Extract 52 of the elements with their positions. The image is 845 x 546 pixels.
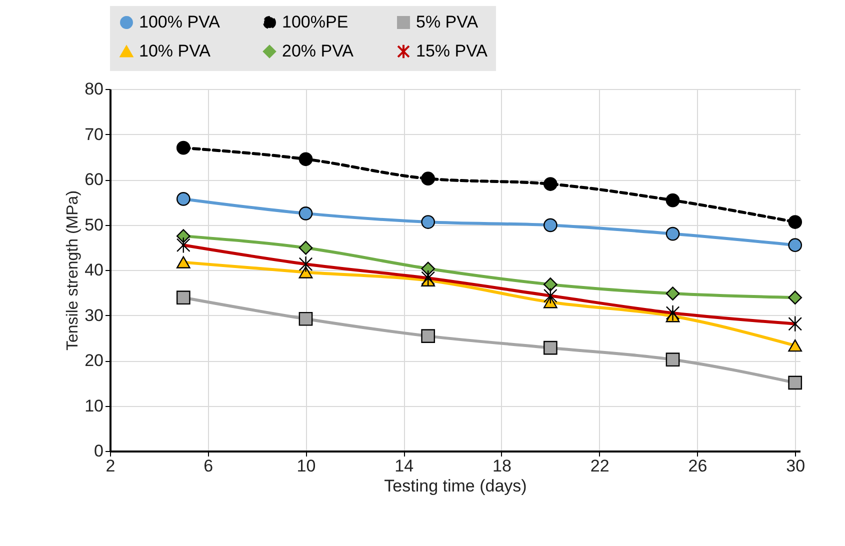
point — [788, 238, 802, 252]
x-tick-label: 26 — [688, 456, 708, 476]
point — [298, 266, 313, 278]
point — [176, 290, 190, 305]
point — [298, 206, 313, 220]
legend-label: 100%PE — [282, 12, 348, 32]
point — [788, 339, 802, 352]
point — [176, 192, 190, 206]
point — [298, 152, 313, 166]
legend-label: 20% PVA — [282, 42, 354, 60]
point — [176, 256, 190, 268]
point — [176, 140, 190, 155]
y-tick-label: 30 — [84, 306, 104, 325]
point — [298, 312, 313, 326]
point — [176, 229, 190, 243]
legend-label: 15% PVA — [416, 42, 488, 60]
point — [421, 262, 436, 276]
x-tick-label: 30 — [786, 456, 806, 476]
point — [298, 240, 313, 255]
x-tick-label: 6 — [204, 456, 214, 476]
point — [788, 290, 802, 305]
x-tick-label: 10 — [296, 456, 316, 476]
y-tick-label: 40 — [84, 260, 104, 280]
x-tick-label: 22 — [590, 456, 610, 476]
y-tick-label: 70 — [84, 124, 104, 144]
y-tick-label: 20 — [84, 351, 104, 370]
point — [544, 340, 558, 355]
point — [421, 329, 436, 343]
x-tick-label: 18 — [492, 456, 512, 476]
legend-label: 100% PVA — [139, 12, 221, 32]
y-tick-label: 80 — [84, 80, 104, 98]
legend-label: 10% PVA — [139, 42, 212, 60]
point — [788, 215, 802, 229]
x-tick-label: 14 — [394, 456, 414, 476]
point — [544, 177, 558, 191]
point — [544, 278, 558, 292]
point — [421, 215, 436, 229]
x-tick-label: 2 — [106, 456, 116, 476]
point — [666, 352, 680, 367]
point — [666, 193, 680, 208]
point — [666, 286, 680, 300]
x-axis-title: Testing time (days) — [384, 476, 527, 496]
point — [788, 376, 802, 390]
point — [544, 218, 558, 232]
y-tick-label: 50 — [84, 215, 104, 234]
y-tick-label: 10 — [84, 396, 104, 416]
point — [666, 226, 680, 241]
y-tick-label: 0 — [94, 442, 104, 460]
legend-label: 5% PVA — [416, 12, 479, 32]
y-axis-title: Tensile strength (MPa) — [64, 190, 82, 351]
point — [421, 172, 436, 186]
y-tick-label: 60 — [84, 170, 104, 189]
